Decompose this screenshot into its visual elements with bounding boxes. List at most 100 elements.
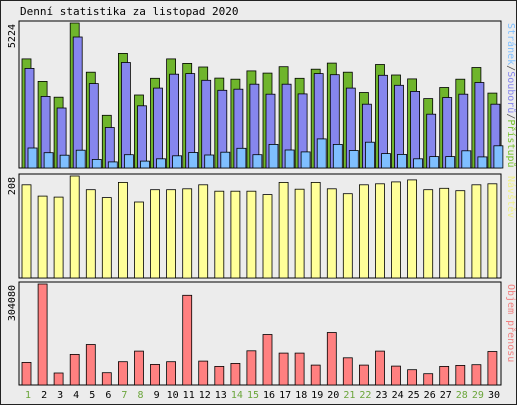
x-tick-label: 12 bbox=[199, 390, 211, 401]
bar-souborů-day-8 bbox=[137, 105, 147, 169]
bar-souborů-day-25 bbox=[410, 91, 421, 169]
legend-entry: Přístupů bbox=[505, 119, 516, 167]
bar-stránek-day-19 bbox=[316, 138, 327, 169]
bar-objem-přenosu-day-15 bbox=[246, 350, 257, 386]
bar-stránek-day-1 bbox=[27, 147, 38, 169]
x-tick-label: 15 bbox=[247, 390, 259, 401]
x-tick-label: 30 bbox=[488, 390, 500, 401]
bar-stránek-day-12 bbox=[204, 154, 215, 169]
x-tick-label: 3 bbox=[57, 390, 63, 401]
x-tick-label: 25 bbox=[408, 390, 420, 401]
bar-objem-přenosu-day-30 bbox=[487, 351, 498, 386]
bar-stránek-day-24 bbox=[397, 153, 407, 169]
bar-objem-přenosu-day-26 bbox=[423, 373, 434, 386]
panel-1-legend: Stránek/Souborů/Přístupů bbox=[505, 23, 516, 168]
bar-návštěv-day-9 bbox=[150, 189, 160, 279]
x-tick-label: 1 bbox=[25, 390, 31, 401]
bar-návštěv-day-21 bbox=[342, 193, 353, 279]
bar-objem-přenosu-day-5 bbox=[85, 344, 96, 386]
bar-objem-přenosu-day-14 bbox=[230, 362, 241, 386]
bar-návštěv-day-5 bbox=[85, 189, 96, 279]
bar-návštěv-day-20 bbox=[326, 188, 337, 279]
bar-objem-přenosu-day-29 bbox=[471, 364, 482, 386]
bar-návštěv-day-19 bbox=[310, 181, 321, 279]
x-tick-label: 11 bbox=[183, 390, 195, 401]
bar-souborů-day-5 bbox=[88, 83, 99, 169]
x-tick-label: 22 bbox=[359, 390, 371, 401]
x-tick-label: 17 bbox=[279, 390, 291, 401]
bar-souborů-day-10 bbox=[169, 73, 180, 169]
legend-entry: / bbox=[505, 65, 516, 71]
bar-stránek-day-29 bbox=[477, 156, 488, 169]
bar-objem-přenosu-day-13 bbox=[214, 365, 225, 386]
bar-objem-přenosu-day-9 bbox=[150, 363, 160, 386]
bar-stránek-day-6 bbox=[107, 161, 118, 169]
legend-entry: / bbox=[505, 113, 516, 119]
bar-objem-přenosu-day-27 bbox=[439, 365, 450, 386]
bar-objem-přenosu-day-16 bbox=[262, 334, 273, 386]
bar-objem-přenosu-day-6 bbox=[101, 372, 112, 386]
bar-objem-přenosu-day-23 bbox=[375, 350, 385, 386]
bar-návštěv-day-27 bbox=[439, 187, 450, 279]
bar-návštěv-day-14 bbox=[230, 190, 241, 279]
legend-entry: Objem přenosu bbox=[505, 284, 516, 362]
bar-návštěv-day-24 bbox=[391, 181, 401, 279]
bar-návštěv-day-26 bbox=[423, 189, 434, 279]
bar-souborů-day-7 bbox=[121, 62, 131, 169]
bar-stránek-day-27 bbox=[445, 156, 456, 169]
bar-stránek-day-8 bbox=[140, 160, 150, 169]
bar-stránek-day-4 bbox=[75, 149, 86, 169]
bar-objem-přenosu-day-10 bbox=[166, 361, 177, 386]
bar-stránek-day-30 bbox=[493, 145, 504, 169]
x-tick-label: 9 bbox=[154, 390, 160, 401]
chart-title: Denní statistika za listopad 2020 bbox=[20, 5, 239, 18]
x-tick-label: 14 bbox=[231, 390, 243, 401]
bar-návštěv-day-18 bbox=[294, 188, 305, 279]
legend-entry: Souborů bbox=[505, 71, 516, 113]
bar-objem-přenosu-day-11 bbox=[182, 294, 193, 386]
panel-3-ymax-label: 304080 bbox=[7, 285, 18, 321]
bar-stránek-day-7 bbox=[124, 154, 134, 169]
bar-stránek-day-28 bbox=[461, 150, 472, 169]
x-tick-label: 29 bbox=[472, 390, 484, 401]
bar-stránek-day-10 bbox=[172, 155, 183, 169]
bar-stránek-day-21 bbox=[348, 150, 359, 169]
bar-stránek-day-16 bbox=[268, 143, 279, 169]
bar-návštěv-day-7 bbox=[118, 181, 128, 279]
bar-stránek-day-22 bbox=[364, 141, 375, 169]
bar-návštěv-day-3 bbox=[53, 196, 64, 279]
bar-objem-přenosu-day-28 bbox=[455, 364, 466, 386]
x-tick-label: 6 bbox=[105, 390, 111, 401]
bar-objem-přenosu-day-19 bbox=[310, 364, 321, 386]
legend-entry: Návštěv bbox=[505, 176, 516, 218]
bar-objem-přenosu-day-12 bbox=[198, 360, 209, 386]
panel-3-frame bbox=[18, 281, 502, 386]
bar-stránek-day-17 bbox=[284, 149, 295, 169]
x-tick-label: 13 bbox=[215, 390, 227, 401]
bar-návštěv-day-25 bbox=[407, 179, 418, 279]
bar-objem-přenosu-day-1 bbox=[21, 361, 32, 386]
bar-návštěv-day-12 bbox=[198, 184, 209, 279]
bar-návštěv-day-11 bbox=[182, 188, 193, 279]
x-tick-label: 28 bbox=[456, 390, 468, 401]
panel-2-legend: Návštěv bbox=[505, 176, 516, 218]
bar-souborů-day-9 bbox=[153, 87, 163, 169]
x-tick-label: 5 bbox=[89, 390, 95, 401]
bar-objem-přenosu-day-22 bbox=[358, 364, 369, 386]
bar-návštěv-day-29 bbox=[471, 184, 482, 279]
bar-návštěv-day-8 bbox=[134, 201, 144, 279]
bar-stránek-day-13 bbox=[220, 151, 231, 169]
x-tick-label: 4 bbox=[73, 390, 79, 401]
bar-návštěv-day-6 bbox=[101, 197, 112, 279]
x-tick-label: 24 bbox=[392, 390, 404, 401]
bar-návštěv-day-1 bbox=[21, 184, 32, 279]
bar-návštěv-day-2 bbox=[37, 195, 48, 279]
panel-2-frame bbox=[18, 173, 502, 279]
bar-objem-přenosu-day-25 bbox=[407, 369, 418, 386]
bar-stránek-day-20 bbox=[332, 143, 343, 169]
x-tick-label: 19 bbox=[311, 390, 323, 401]
bar-objem-přenosu-day-2 bbox=[37, 283, 48, 386]
bar-stránek-day-5 bbox=[91, 158, 102, 169]
bar-objem-přenosu-day-4 bbox=[69, 353, 80, 386]
